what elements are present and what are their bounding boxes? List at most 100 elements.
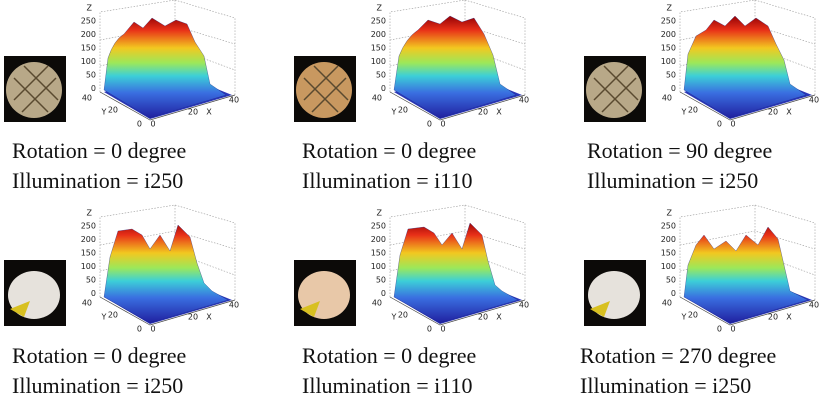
z-tick-label: 100 [661, 57, 676, 66]
x-tick-label: 0 [730, 325, 735, 334]
caption: Illumination = i250 [12, 168, 183, 193]
y-tick-label: 40 [662, 94, 672, 103]
z-tick-label: 200 [371, 30, 386, 39]
z-tick-label: 50 [376, 276, 386, 285]
y-tick-label: 20 [688, 106, 698, 115]
y-tick-label: 0 [717, 120, 722, 129]
z-tick-label: 250 [371, 17, 386, 26]
x-axis-label: X [206, 108, 212, 117]
y-axis-label: Y [101, 108, 107, 117]
x-axis-label: X [786, 108, 792, 117]
z-tick-label: 0 [671, 84, 676, 93]
thumbnail-object [296, 62, 352, 118]
z-tick-label: 200 [371, 235, 386, 244]
x-tick-label: 0 [150, 120, 155, 129]
z-tick-label: 200 [81, 30, 96, 39]
z-tick-label: 100 [81, 57, 96, 66]
z-tick-label: 150 [81, 44, 96, 53]
z-tick-label: 150 [81, 249, 96, 258]
y-tick-label: 40 [372, 299, 382, 308]
z-tick-label: 50 [376, 71, 386, 80]
y-tick-label: 0 [427, 325, 432, 334]
z-axis-label: Z [667, 4, 673, 13]
caption: Illumination = i110 [302, 373, 472, 398]
x-tick-label: 40 [519, 301, 529, 310]
caption: Illumination = i250 [580, 373, 751, 398]
y-tick-label: 40 [372, 94, 382, 103]
z-tick-label: 100 [81, 262, 96, 271]
x-tick-label: 40 [229, 301, 239, 310]
x-axis-label: X [206, 313, 212, 322]
caption: Illumination = i250 [12, 373, 183, 398]
x-tick-label: 20 [478, 313, 488, 322]
y-tick-label: 0 [717, 325, 722, 334]
z-tick-label: 50 [86, 71, 96, 80]
x-axis-label: X [496, 108, 502, 117]
caption: Rotation = 0 degree [12, 138, 186, 163]
y-tick-label: 40 [82, 94, 92, 103]
y-axis-label: Y [101, 313, 107, 322]
z-tick-label: 150 [371, 44, 386, 53]
z-tick-label: 100 [371, 262, 386, 271]
x-tick-label: 20 [768, 108, 778, 117]
x-tick-label: 0 [440, 120, 445, 129]
surface [104, 225, 228, 323]
z-tick-label: 250 [81, 17, 96, 26]
z-tick-label: 150 [661, 44, 676, 53]
x-tick-label: 40 [229, 96, 239, 105]
x-axis-label: X [786, 313, 792, 322]
z-tick-label: 100 [371, 57, 386, 66]
caption: Rotation = 90 degree [587, 138, 772, 163]
z-tick-label: 200 [661, 30, 676, 39]
x-axis-label: X [496, 313, 502, 322]
z-tick-label: 0 [671, 289, 676, 298]
y-tick-label: 20 [688, 311, 698, 320]
y-tick-label: 20 [398, 311, 408, 320]
y-axis-label: Y [391, 108, 397, 117]
y-axis-label: Y [681, 313, 687, 322]
caption: Rotation = 0 degree [302, 343, 476, 368]
z-tick-label: 50 [666, 276, 676, 285]
z-axis-label: Z [377, 209, 383, 218]
z-tick-label: 0 [381, 289, 386, 298]
y-tick-label: 40 [662, 299, 672, 308]
x-tick-label: 20 [188, 313, 198, 322]
z-tick-label: 0 [91, 84, 96, 93]
z-tick-label: 50 [86, 276, 96, 285]
x-tick-label: 40 [519, 96, 529, 105]
thumbnail-object [586, 62, 642, 118]
x-tick-label: 0 [730, 120, 735, 129]
figure: Z25020015010050040200Y02040XRotation = 0… [0, 0, 826, 410]
z-tick-label: 250 [661, 17, 676, 26]
z-tick-label: 50 [666, 71, 676, 80]
z-axis-label: Z [87, 209, 93, 218]
z-axis-label: Z [667, 209, 673, 218]
caption: Rotation = 0 degree [12, 343, 186, 368]
caption: Illumination = i250 [587, 168, 758, 193]
z-tick-label: 150 [371, 249, 386, 258]
y-tick-label: 0 [427, 120, 432, 129]
z-axis-label: Z [87, 4, 93, 13]
x-tick-label: 40 [809, 301, 819, 310]
y-tick-label: 20 [108, 106, 118, 115]
z-axis-label: Z [377, 4, 383, 13]
caption: Rotation = 270 degree [580, 343, 776, 368]
surface [394, 223, 518, 323]
z-tick-label: 250 [81, 222, 96, 231]
caption: Illumination = i110 [302, 168, 472, 193]
caption: Rotation = 0 degree [302, 138, 476, 163]
x-tick-label: 20 [188, 108, 198, 117]
x-tick-label: 0 [150, 325, 155, 334]
z-tick-label: 100 [661, 262, 676, 271]
x-tick-label: 0 [440, 325, 445, 334]
y-tick-label: 0 [137, 120, 142, 129]
thumbnail-object [6, 62, 62, 118]
z-tick-label: 150 [661, 249, 676, 258]
y-tick-label: 20 [398, 106, 408, 115]
y-axis-label: Y [391, 313, 397, 322]
z-tick-label: 0 [91, 289, 96, 298]
